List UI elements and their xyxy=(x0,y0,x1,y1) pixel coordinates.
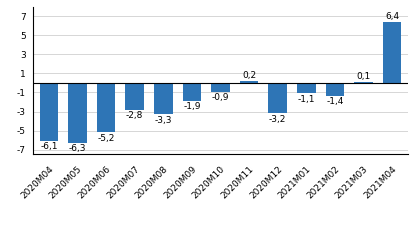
Bar xyxy=(240,81,258,83)
Bar xyxy=(183,83,201,101)
Bar xyxy=(154,83,173,114)
Text: -3,2: -3,2 xyxy=(269,115,286,123)
Text: -0,9: -0,9 xyxy=(212,93,229,102)
Bar xyxy=(40,83,58,141)
Text: 0,2: 0,2 xyxy=(242,71,256,80)
Text: 6,4: 6,4 xyxy=(385,12,399,21)
Bar xyxy=(68,83,87,143)
Bar xyxy=(97,83,116,133)
Text: -3,3: -3,3 xyxy=(155,116,172,125)
Bar xyxy=(325,83,344,96)
Text: 0,1: 0,1 xyxy=(356,72,371,81)
Text: -5,2: -5,2 xyxy=(97,134,115,143)
Text: -1,1: -1,1 xyxy=(297,95,315,104)
Bar xyxy=(268,83,287,114)
Text: -2,8: -2,8 xyxy=(126,111,144,120)
Text: -1,4: -1,4 xyxy=(326,97,344,106)
Bar xyxy=(126,83,144,110)
Text: -6,1: -6,1 xyxy=(40,142,58,151)
Bar xyxy=(354,82,373,83)
Bar xyxy=(211,83,230,91)
Text: -1,9: -1,9 xyxy=(183,102,201,111)
Text: -6,3: -6,3 xyxy=(69,144,87,153)
Bar xyxy=(383,22,401,83)
Bar xyxy=(297,83,315,94)
